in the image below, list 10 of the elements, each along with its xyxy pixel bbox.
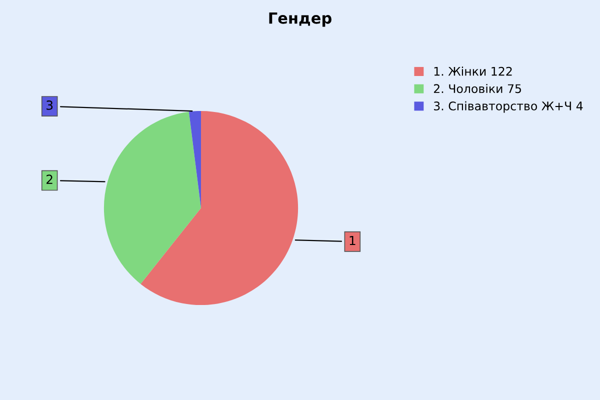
chart-title: Гендер bbox=[269, 12, 332, 27]
pie-slice bbox=[188, 110, 201, 208]
legend-label: 3. Співавторство Ж+Ч 4 bbox=[434, 101, 583, 113]
text: 2 bbox=[46, 174, 52, 184]
text: 1 bbox=[350, 236, 356, 246]
pie-slice bbox=[140, 110, 298, 306]
pie-slice bbox=[104, 112, 201, 284]
text: 3 bbox=[46, 100, 53, 110]
legend-label: 1. Жінки 122 bbox=[434, 66, 512, 76]
legend-label: 2. Чоловіки 75 bbox=[434, 84, 521, 94]
